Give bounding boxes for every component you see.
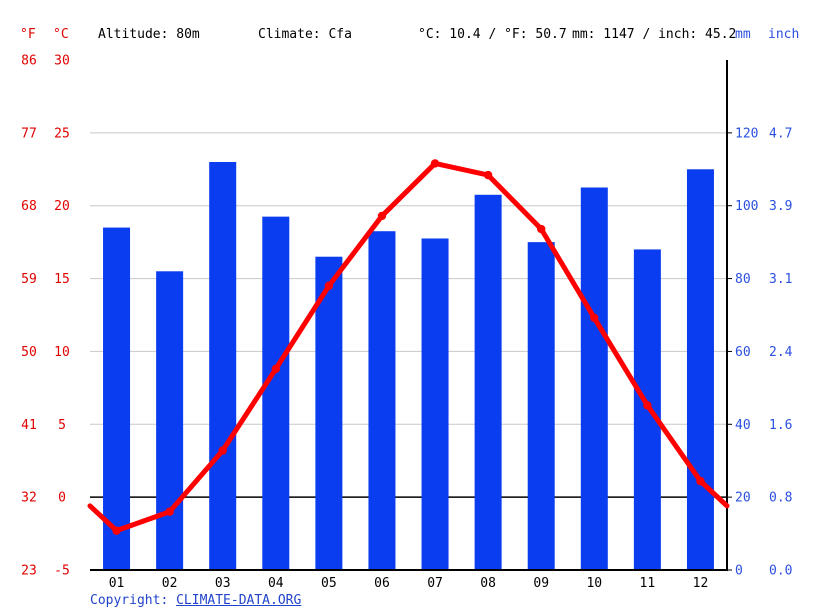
precipitation-bar [527,242,555,570]
temperature-point [643,401,652,410]
temperature-point [324,281,334,291]
fahrenheit-tick-label: 23 [21,564,37,579]
month-label: 05 [321,576,337,591]
annual-precipitation-label: mm: 1147 / inch: 45.2 [572,27,737,42]
mm-tick-label: 60 [735,345,751,360]
mm-tick-label: 0 [735,564,743,579]
month-label: 01 [109,576,125,591]
copyright-line: Copyright: CLIMATE-DATA.ORG [90,593,301,608]
temperature-point [218,446,227,455]
precipitation-bar [421,238,449,570]
inch-tick-label: 2.4 [769,345,793,360]
fahrenheit-tick-label: 50 [21,345,37,360]
fahrenheit-tick-label: 68 [21,199,37,214]
temperature-point [483,170,493,180]
precipitation-bar [580,187,608,570]
fahrenheit-tick-label: 86 [21,54,37,69]
fahrenheit-tick-label: 77 [21,126,37,141]
inch-tick-label: 1.6 [769,418,792,433]
fahrenheit-tick-label: 32 [21,491,37,506]
temperature-point [165,507,174,516]
celsius-tick-label: 20 [54,199,70,214]
copyright-link[interactable]: CLIMATE-DATA.ORG [176,593,302,608]
month-label: 10 [586,576,602,591]
temperature-point [377,211,387,221]
temperature-point [430,159,440,168]
inch-tick-label: 0.8 [769,491,792,506]
celsius-tick-label: 10 [54,345,70,360]
precipitation-bar [315,256,343,570]
precipitation-bar [262,216,290,570]
precipitation-bar [686,169,714,571]
mm-tick-label: 120 [735,126,758,141]
precipitation-bar [209,162,237,570]
mm-tick-label: 40 [735,418,751,433]
celsius-tick-label: 25 [54,126,70,141]
temperature-line [87,160,730,534]
copyright-prefix: Copyright: [90,593,177,608]
altitude-label: Altitude: 80m [98,27,200,42]
temperature-point [537,224,546,234]
celsius-tick-label: 15 [54,272,70,287]
month-label: 12 [693,576,709,591]
celsius-tick-label: -5 [54,564,70,579]
inch-tick-label: 3.9 [769,199,792,214]
mm-tick-label: 80 [735,272,751,287]
inch-tick-label: 0.0 [769,564,792,579]
inch-tick-label: 3.1 [769,272,792,287]
fahrenheit-axis-title: °F [20,27,36,42]
temperature-point [696,476,705,486]
month-label: 04 [268,576,284,591]
month-label: 09 [533,576,549,591]
precipitation-bar [156,271,184,570]
mm-axis-title: mm [735,27,751,42]
inch-tick-label: 4.7 [769,126,792,141]
temperature-point [271,364,280,374]
celsius-tick-label: 30 [54,54,70,69]
precipitation-bar [368,231,396,570]
celsius-tick-label: 0 [58,491,66,506]
celsius-tick-label: 5 [58,418,66,433]
fahrenheit-tick-label: 59 [21,272,37,287]
average-temperature-label: °C: 10.4 / °F: 50.7 [418,27,567,42]
mm-tick-label: 100 [735,199,758,214]
temperature-point [112,526,121,535]
temperature-point [590,313,599,323]
month-label: 02 [162,576,178,591]
month-label: 07 [427,576,443,591]
precipitation-bar [633,249,661,570]
mm-tick-label: 20 [735,491,751,506]
precipitation-bar [103,227,131,571]
month-label: 06 [374,576,390,591]
precipitation-bar [474,194,502,571]
month-label: 03 [215,576,231,591]
climate-class-label: Climate: Cfa [258,27,352,42]
month-label: 11 [640,576,656,591]
month-label: 08 [480,576,496,591]
inch-axis-title: inch [768,27,800,42]
celsius-axis-title: °C [53,27,69,42]
fahrenheit-tick-label: 41 [21,418,37,433]
